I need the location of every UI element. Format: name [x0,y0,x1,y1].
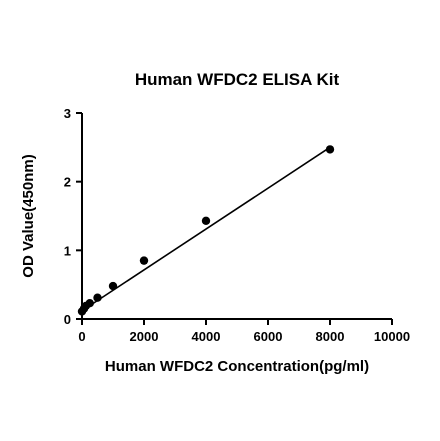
ticks: 0 2000 4000 6000 8000 10000 0 1 2 3 [64,106,410,344]
data-points [77,145,335,316]
y-tick-label: 1 [64,243,71,258]
y-axis-label: OD Value(450nm) [20,154,37,277]
fit-line-group [81,146,331,312]
data-point [139,256,149,265]
chart-title: Human WFDC2 ELISA Kit [135,70,340,89]
x-tick-label: 10000 [374,329,410,344]
x-tick-label: 0 [78,329,85,344]
x-axis-label: Human WFDC2 Concentration(pg/ml) [105,358,369,375]
data-point [325,145,335,154]
x-tick-label: 4000 [192,329,221,344]
data-point [93,293,102,302]
x-tick-label: 6000 [254,329,283,344]
x-tick-label: 2000 [130,329,159,344]
x-tick-label: 8000 [316,329,345,344]
y-tick-label: 2 [64,175,71,190]
y-tick-label: 0 [64,312,71,327]
data-point [85,299,94,308]
data-point [108,281,118,291]
fit-line [81,146,331,312]
axes [81,113,392,320]
y-axis-label-group: OD Value(450nm) [20,154,37,277]
y-tick-label: 3 [64,106,71,121]
data-point [201,216,211,226]
